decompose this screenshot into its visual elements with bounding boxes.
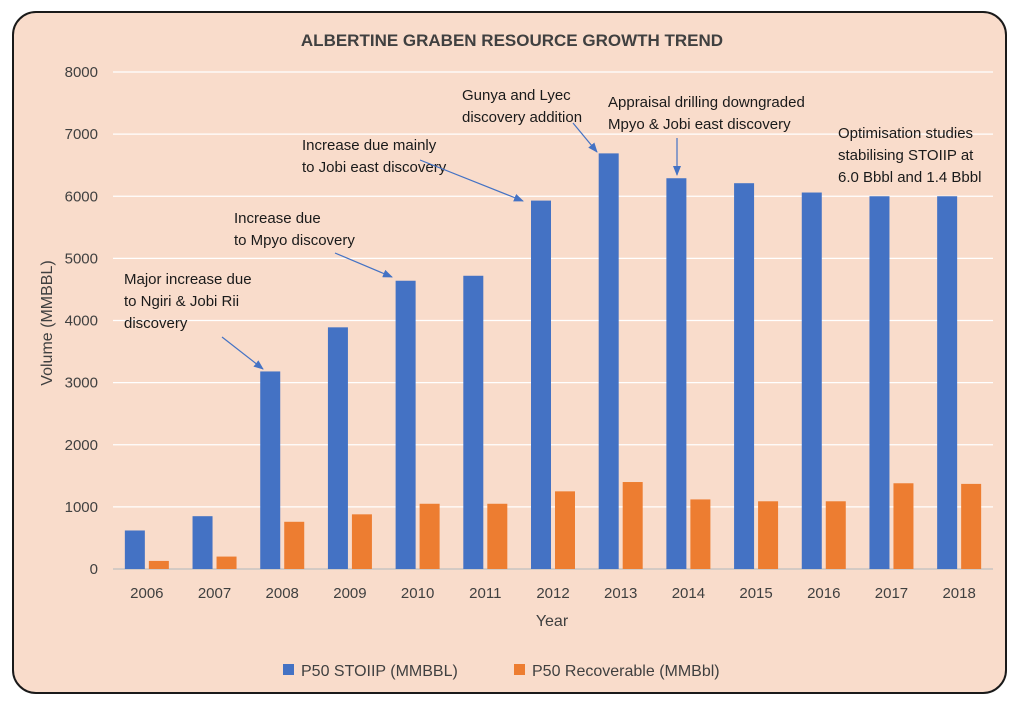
- y-tick-label: 7000: [65, 126, 98, 143]
- annotation-text: Increase due mainly: [302, 137, 437, 154]
- x-tick-label: 2017: [875, 585, 908, 602]
- legend-swatch: [283, 664, 294, 675]
- bar-p50-recoverable: [622, 482, 643, 569]
- x-tick-label: 2016: [807, 585, 840, 602]
- y-tick-label: 8000: [65, 64, 98, 81]
- annotation-text: Appraisal drilling downgraded: [608, 94, 805, 111]
- bar-p50-stoiip: [531, 200, 551, 569]
- bar-p50-recoverable: [351, 514, 372, 569]
- x-tick-label: 2012: [536, 585, 569, 602]
- bar-p50-stoiip: [666, 178, 687, 569]
- y-tick-labels: 0 1000 2000 3000 4000 5000 6000 7000 8000: [65, 64, 98, 578]
- annotation-text: to Ngiri & Jobi Rii: [124, 293, 239, 310]
- x-tick-label: 2011: [469, 585, 501, 602]
- y-tick-label: 1000: [65, 499, 98, 516]
- annotation-arrow: [221, 336, 264, 370]
- x-tick-label: 2010: [401, 585, 434, 602]
- bar-p50-recoverable: [284, 521, 305, 569]
- x-tick-label: 2007: [198, 585, 231, 602]
- annotation-text: Gunya and Lyec: [462, 87, 571, 104]
- annotation-arrow: [419, 159, 524, 202]
- annotation-text: discovery: [124, 315, 188, 332]
- legend-swatch: [514, 664, 525, 675]
- annotation-text: to Jobi east discovery: [302, 159, 447, 176]
- bar-p50-recoverable: [825, 501, 846, 569]
- annotation-text: discovery addition: [462, 109, 582, 126]
- y-tick-label: 4000: [65, 313, 98, 330]
- annotation-arrow: [334, 252, 393, 278]
- annotation-text: Mpyo & Jobi east discovery: [608, 116, 791, 133]
- bar-p50-stoiip: [395, 280, 416, 569]
- annotation-text: 6.0 Bbbl and 1.4 Bbbl: [838, 169, 981, 186]
- bar-p50-stoiip: [801, 192, 822, 569]
- x-tick-label: 2009: [333, 585, 366, 602]
- x-tick-label: 2014: [672, 585, 705, 602]
- bar-p50-stoiip: [937, 196, 958, 569]
- legend: P50 STOIIP (MMBBL) P50 Recoverable (MMBbl…: [283, 663, 720, 680]
- y-tick-label: 3000: [65, 375, 98, 392]
- gridlines: [113, 71, 993, 570]
- y-axis-title: Volume (MMBBL): [39, 260, 56, 385]
- annotation-text: Increase due: [234, 210, 321, 227]
- bar-p50-stoiip: [260, 371, 281, 569]
- x-tick-label: 2015: [739, 585, 772, 602]
- y-tick-label: 6000: [65, 188, 98, 205]
- bar-p50-stoiip: [124, 530, 145, 569]
- bar-p50-recoverable: [758, 501, 779, 569]
- bar-p50-stoiip: [463, 275, 484, 569]
- x-tick-label: 2008: [266, 585, 299, 602]
- bar-p50-recoverable: [216, 556, 237, 569]
- annotation-text: to Mpyo discovery: [234, 232, 355, 249]
- bar-p50-recoverable: [419, 503, 440, 569]
- bar-p50-recoverable: [487, 503, 508, 569]
- y-tick-label: 5000: [65, 250, 98, 267]
- annotation-text: Optimisation studies: [838, 125, 973, 142]
- x-tick-label: 2006: [130, 585, 163, 602]
- x-tick-label: 2013: [604, 585, 637, 602]
- bar-p50-stoiip: [598, 153, 619, 570]
- bar-p50-stoiip: [327, 327, 348, 569]
- bar-p50-recoverable: [555, 491, 575, 569]
- annotation-arrow: [572, 122, 598, 153]
- x-axis-title: Year: [536, 613, 569, 630]
- bar-p50-stoiip: [734, 183, 755, 570]
- annotations: Major increase due to Ngiri & Jobi Rii dis…: [124, 87, 981, 370]
- bars: [124, 153, 982, 570]
- x-tick-label: 2018: [942, 585, 975, 602]
- annotation-text: Major increase due: [124, 271, 252, 288]
- bar-p50-recoverable: [893, 483, 914, 569]
- y-tick-label: 2000: [65, 437, 98, 454]
- chart-frame: [12, 11, 1007, 694]
- annotation-text: stabilising STOIIP at: [838, 147, 974, 164]
- bar-p50-recoverable: [961, 483, 982, 569]
- legend-label: P50 STOIIP (MMBBL): [301, 663, 458, 680]
- bar-p50-stoiip: [192, 516, 213, 569]
- chart-title: ALBERTINE GRABEN RESOURCE GROWTH TREND: [301, 31, 723, 50]
- legend-label: P50 Recoverable (MMBbl): [532, 663, 720, 680]
- x-tick-labels: 2006 2007 2008 2009 2010 2011 2012 2013 2014 2015…: [130, 585, 976, 602]
- bar-p50-recoverable: [148, 560, 169, 569]
- bar-p50-stoiip: [869, 196, 890, 569]
- bar-p50-recoverable: [690, 499, 711, 569]
- y-tick-label: 0: [90, 561, 98, 578]
